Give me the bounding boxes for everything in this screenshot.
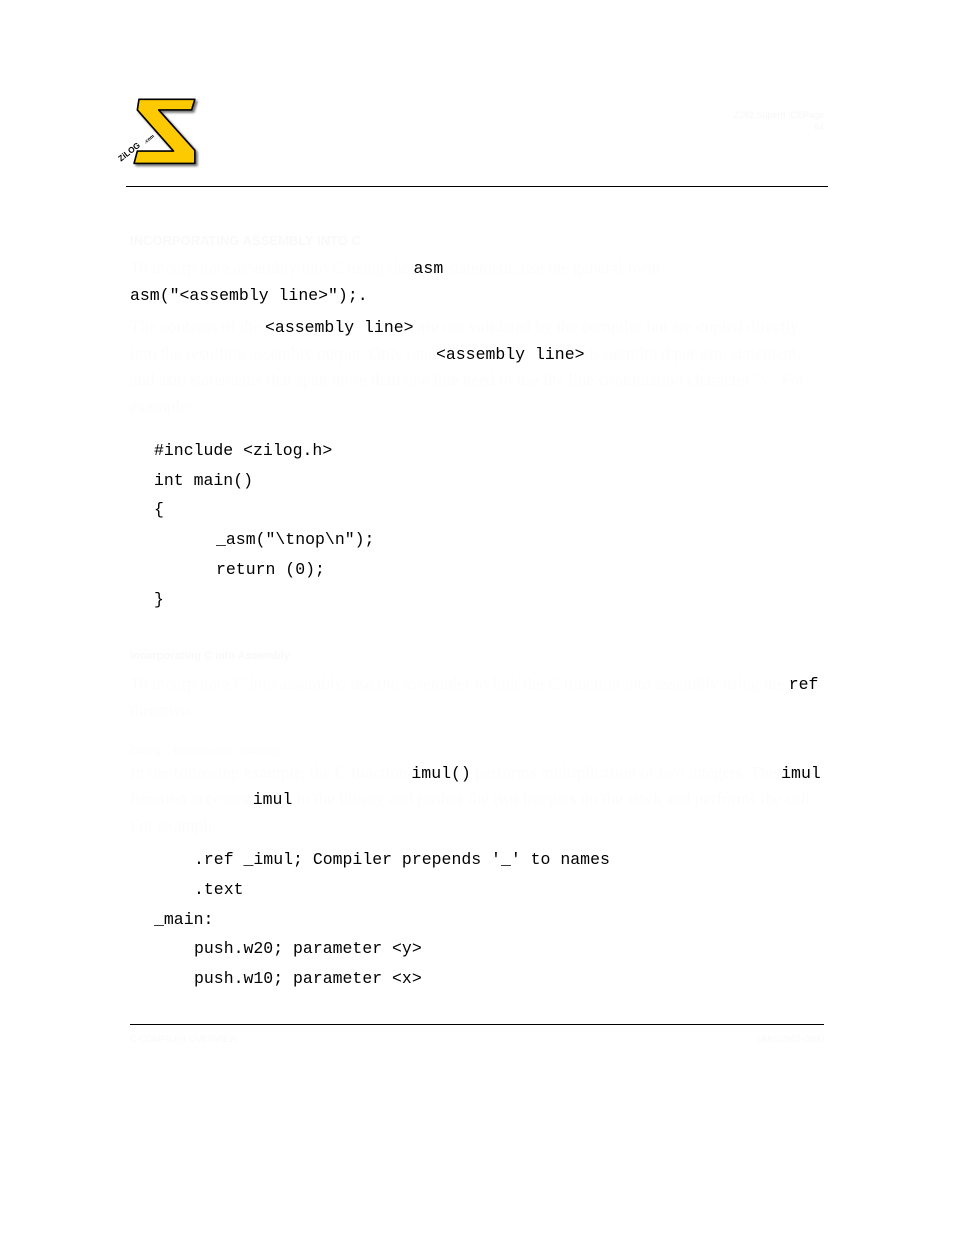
code-inline-asm: asm bbox=[414, 259, 444, 278]
header-page-no: 64 bbox=[733, 122, 824, 134]
code-line: push.w10; parameter <x> bbox=[154, 964, 422, 994]
code-block-asm-example: .ref _imul; Compiler prepends '_' to nam… bbox=[154, 845, 824, 993]
text-segment: function accesses bbox=[130, 789, 253, 808]
footer-right: UM002602-0800 bbox=[757, 1033, 824, 1047]
code-line: .ref _imul; Compiler prepends '_' to nam… bbox=[154, 845, 610, 875]
zilog-logo: ZiLOG .com bbox=[112, 96, 212, 170]
text-segment: directive. bbox=[130, 701, 194, 720]
text-segment: performs multiplication of two integers.… bbox=[471, 763, 781, 782]
footer: C-COMPILER OVERVIEW UM002602-0800 bbox=[130, 1033, 824, 1047]
text-segment: The contents of the bbox=[130, 317, 265, 336]
code-line: } bbox=[154, 585, 824, 615]
code-inline-imul: imul bbox=[781, 764, 821, 783]
para-asm-intro: To incorporate assembly into C using the… bbox=[130, 255, 824, 282]
code-inline-imul-call: imul() bbox=[411, 764, 470, 783]
code-line: return (0); bbox=[154, 555, 325, 585]
para-imul: In the following example, the C function… bbox=[130, 760, 824, 839]
text-segment: To incorporate assembly into C using the bbox=[130, 258, 414, 277]
header-product: Z382 Super8 ICEPage bbox=[733, 110, 824, 122]
code-inline-assembly-line: <assembly line> bbox=[265, 318, 414, 337]
header: ZiLOG .com Z382 Super8 ICEPage 64 bbox=[130, 100, 824, 180]
para-ref: To incorporate C into assembly, use the … bbox=[130, 671, 824, 724]
code-inline-asm-form: asm("<assembly line>");. bbox=[130, 286, 368, 305]
footer-divider bbox=[130, 1024, 824, 1025]
code-line: #include <zilog.h> bbox=[154, 436, 824, 466]
code-inline-assembly-line: <assembly line> bbox=[436, 345, 585, 364]
header-meta: Z382 Super8 ICEPage 64 bbox=[733, 110, 824, 133]
code-line: .text bbox=[154, 875, 244, 905]
subsection-title: Incorporating C into Assembly bbox=[130, 648, 824, 665]
text-segment: statement, use the general form bbox=[443, 258, 660, 277]
code-line: _asm("\tnop\n"); bbox=[154, 525, 374, 555]
section-title: INCORPORATING ASSEMBLY INTO C bbox=[130, 231, 824, 251]
code-line: _main: bbox=[154, 905, 824, 935]
code-inline-ref: ref bbox=[789, 675, 819, 694]
text-segment: To incorporate C into assembly, use the … bbox=[130, 674, 789, 693]
code-inline-imul: imul bbox=[253, 790, 293, 809]
code-line: { bbox=[154, 495, 824, 525]
code-block-c-example: #include <zilog.h> int main() { _asm("\t… bbox=[154, 436, 824, 614]
text-segment: In the following example, the C function bbox=[130, 763, 411, 782]
footer-left: C-COMPILER OVERVIEW bbox=[130, 1033, 237, 1047]
code-line: int main() bbox=[154, 466, 824, 496]
calling-heading: Calling C functions from assembly bbox=[130, 744, 824, 760]
para-asm-detail: The contents of the <assembly line> are … bbox=[130, 314, 824, 420]
para-asm-form: asm("<assembly line>");. bbox=[130, 282, 824, 309]
header-divider bbox=[126, 186, 828, 187]
svg-text:.com: .com bbox=[144, 134, 157, 145]
code-line: push.w20; parameter <y> bbox=[154, 934, 422, 964]
